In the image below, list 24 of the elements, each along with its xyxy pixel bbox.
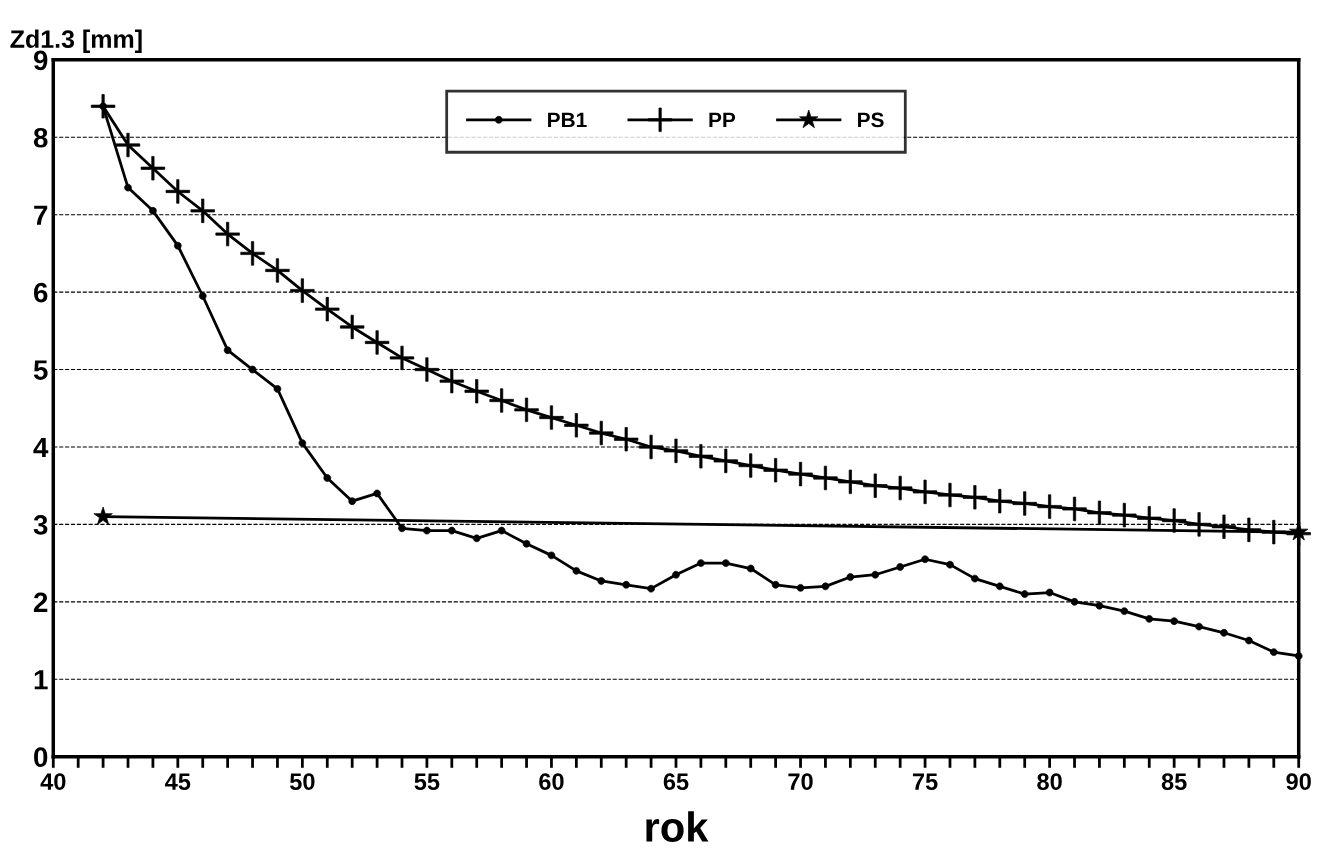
y-tick-label: 6 [33,282,48,303]
legend-label: PP [709,112,736,128]
y-tick-label: 3 [33,515,48,535]
x-tick-label: 85 [1161,773,1187,790]
x-tick-label: 50 [289,773,315,790]
x-axis-title: rok [646,811,709,842]
x-tick-label: 70 [788,773,813,790]
legend-label: PB1 [548,112,587,128]
y-tick-label: 4 [33,437,49,458]
y-tick-label: 7 [34,205,48,225]
y-tick-label: 0 [34,747,48,768]
x-tick-label: 55 [414,773,440,790]
y-tick-label: 8 [33,127,48,148]
x-tick-label: 60 [539,773,564,790]
x-tick-label: 75 [912,773,938,790]
legend-label: PS [858,112,884,128]
x-tick-label: 65 [663,773,689,790]
y-tick-label: 2 [33,592,48,612]
y-tick-label: 1 [34,670,48,690]
x-tick-label: 40 [40,773,66,790]
y-tick-label: 5 [33,360,48,380]
x-tick-label: 80 [1037,773,1062,790]
x-tick-label: 90 [1286,773,1311,790]
x-tick-label: 45 [165,773,191,790]
